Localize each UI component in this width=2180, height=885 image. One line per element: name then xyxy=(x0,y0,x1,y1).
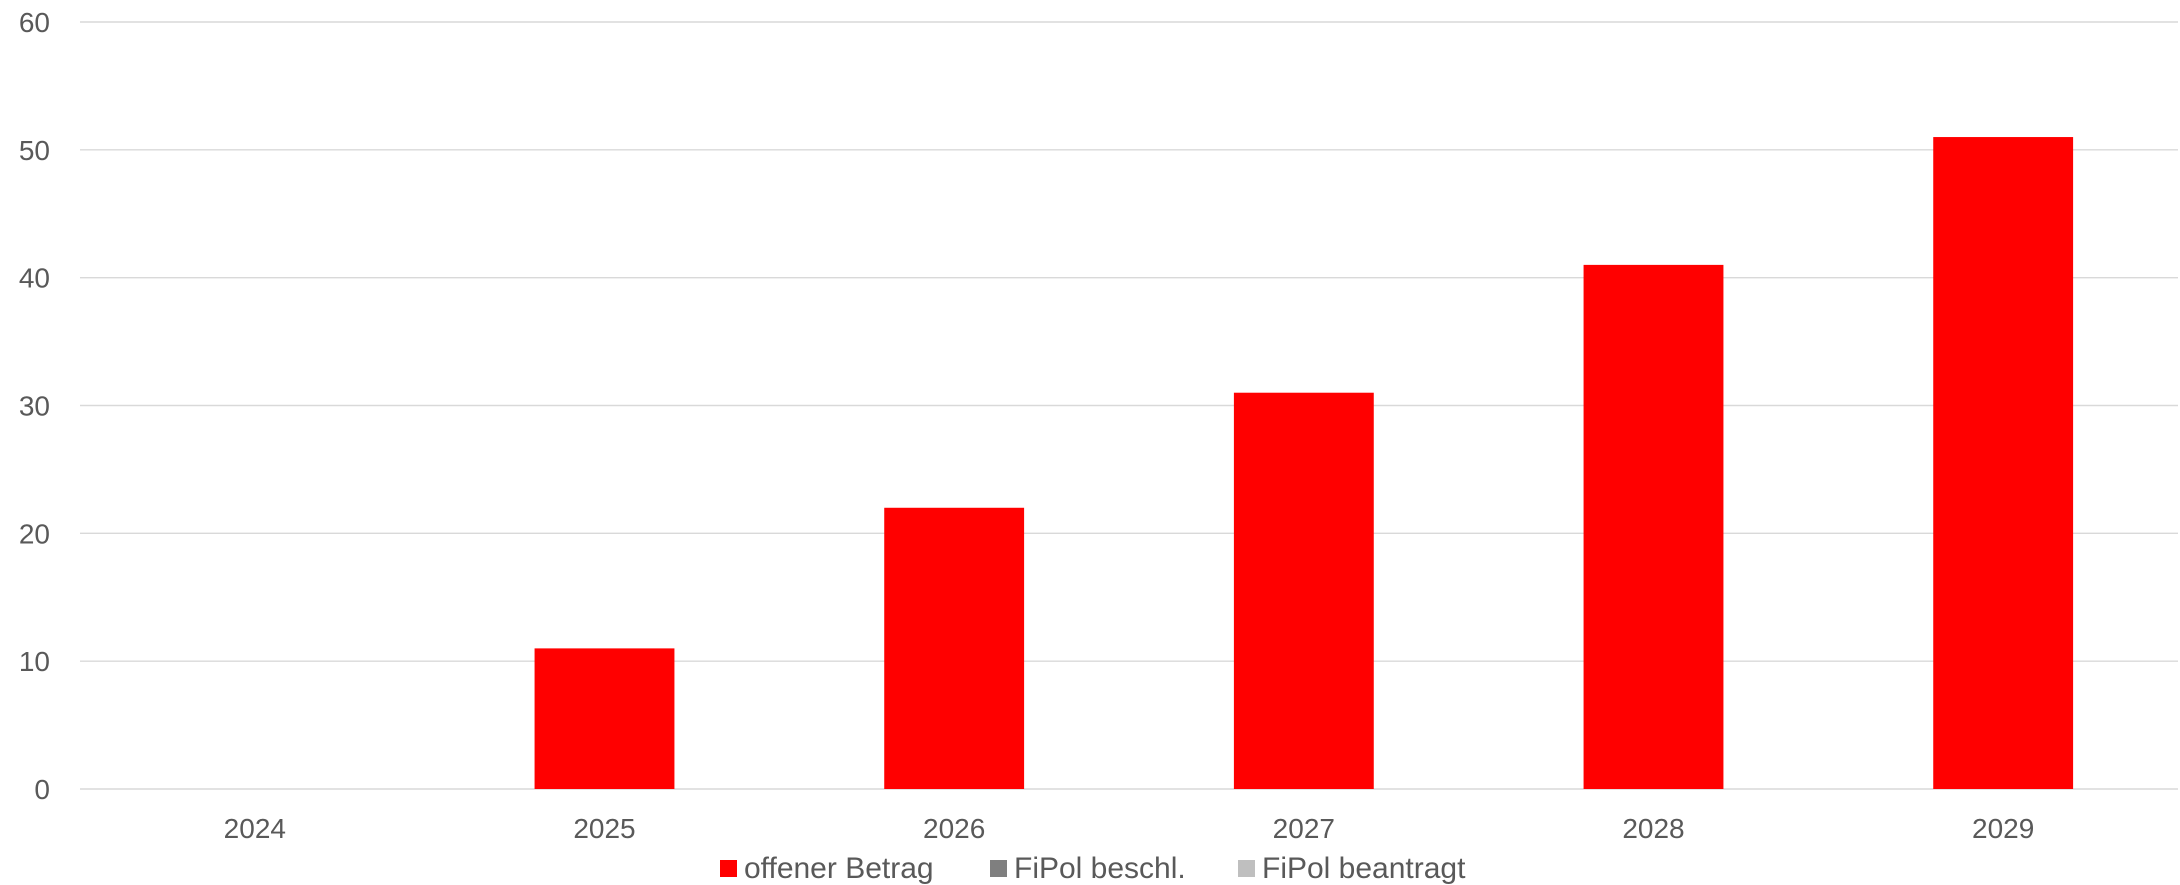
legend-label: FiPol beschl. xyxy=(1014,852,1186,885)
x-tick-label: 2024 xyxy=(224,813,286,844)
bar-2025 xyxy=(534,648,675,789)
legend-swatch xyxy=(1238,860,1255,877)
x-tick-label: 2028 xyxy=(1622,813,1684,844)
y-tick-label: 10 xyxy=(19,646,50,677)
legend-label: FiPol beantragt xyxy=(1262,852,1466,885)
y-tick-label: 0 xyxy=(34,774,50,805)
bar-2029 xyxy=(1933,137,2074,790)
gridlines xyxy=(80,21,2178,790)
x-tick-label: 2026 xyxy=(923,813,985,844)
bar-2027 xyxy=(1233,392,1374,789)
y-tick-label: 60 xyxy=(19,7,50,38)
legend: offener Betrag FiPol beschl. FiPol beantra… xyxy=(720,852,1466,885)
y-tick-label: 20 xyxy=(19,518,50,549)
bar-2028 xyxy=(1583,264,1724,790)
legend-swatch xyxy=(720,860,737,877)
x-tick-label: 2029 xyxy=(1972,813,2034,844)
y-tick-label: 30 xyxy=(19,391,50,422)
bars xyxy=(534,137,2074,790)
bar-2026 xyxy=(884,507,1025,789)
y-tick-label: 40 xyxy=(19,263,50,294)
legend-swatch xyxy=(990,860,1007,877)
y-axis-tick-labels: 0 10 20 30 40 50 60 xyxy=(19,7,50,805)
y-tick-label: 50 xyxy=(19,135,50,166)
x-tick-label: 2025 xyxy=(573,813,635,844)
legend-label: offener Betrag xyxy=(744,852,934,885)
x-axis-tick-labels: 2024 2025 2026 2027 2028 2029 xyxy=(224,813,2035,844)
x-tick-label: 2027 xyxy=(1273,813,1335,844)
